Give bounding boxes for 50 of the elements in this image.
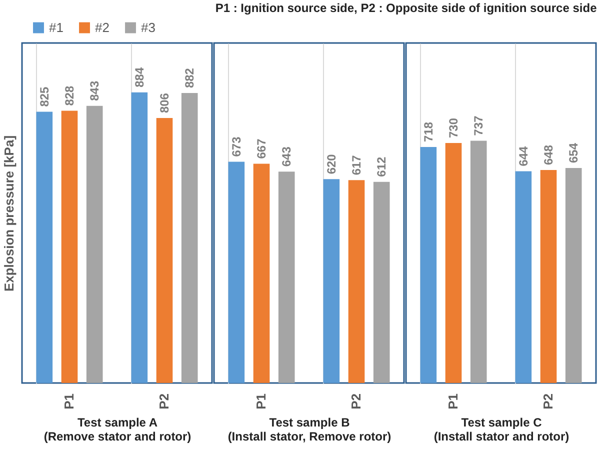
data-label: 718	[421, 122, 436, 142]
data-label: 828	[62, 85, 76, 106]
data-label: 643	[280, 146, 294, 167]
x-tick-label: P1	[254, 394, 268, 410]
x-tick-label: P2	[540, 394, 556, 410]
bar	[181, 93, 198, 383]
x-tick-label: P1	[62, 394, 76, 410]
data-label: 806	[158, 92, 172, 114]
text: Test sample B (Install stator, Remove rotor)	[228, 415, 392, 444]
data-label: 730	[446, 118, 460, 138]
y-axis-title: Explosion pressure [kPa]	[2, 135, 16, 292]
bar	[323, 179, 340, 383]
data-label: 617	[350, 154, 364, 176]
data-label: 648	[542, 144, 556, 165]
bar	[470, 140, 487, 383]
bar	[515, 171, 532, 383]
legend-label: #3	[141, 20, 156, 35]
data-label: 644	[516, 146, 530, 166]
legend-label: #2	[95, 20, 110, 35]
bar	[373, 182, 390, 383]
bar	[278, 172, 295, 383]
bar	[228, 162, 245, 383]
bar	[156, 118, 173, 383]
bar	[348, 180, 365, 383]
data-label: 843	[88, 80, 102, 101]
bar	[61, 110, 78, 383]
data-label: 884	[132, 67, 146, 88]
data-label: 825	[37, 86, 52, 107]
text: P1 : Ignition source side, P2 : Opposite side of ignition source side	[215, 1, 598, 15]
x-tick-label: P2	[156, 394, 172, 410]
data-label: 673	[229, 136, 244, 157]
x-tick-label: P2	[348, 394, 364, 410]
data-label: 612	[374, 156, 389, 177]
bar	[445, 143, 462, 383]
bar	[36, 112, 53, 383]
data-label: 667	[254, 138, 268, 159]
text: Test sample C (Install stator and rotor)	[434, 415, 570, 444]
bar	[131, 92, 148, 383]
data-label: 654	[566, 142, 581, 164]
x-tick-label: P1	[446, 394, 460, 410]
data-label: 882	[182, 68, 197, 88]
bar	[565, 168, 582, 383]
bar	[540, 170, 557, 383]
data-label: 620	[324, 154, 338, 174]
text: Test sample A (Remove stator and rotor)	[44, 415, 192, 444]
bar	[86, 106, 103, 383]
bar	[420, 146, 437, 383]
bar	[253, 164, 270, 383]
legend-label: #1	[49, 20, 64, 35]
data-label: 737	[472, 115, 486, 136]
